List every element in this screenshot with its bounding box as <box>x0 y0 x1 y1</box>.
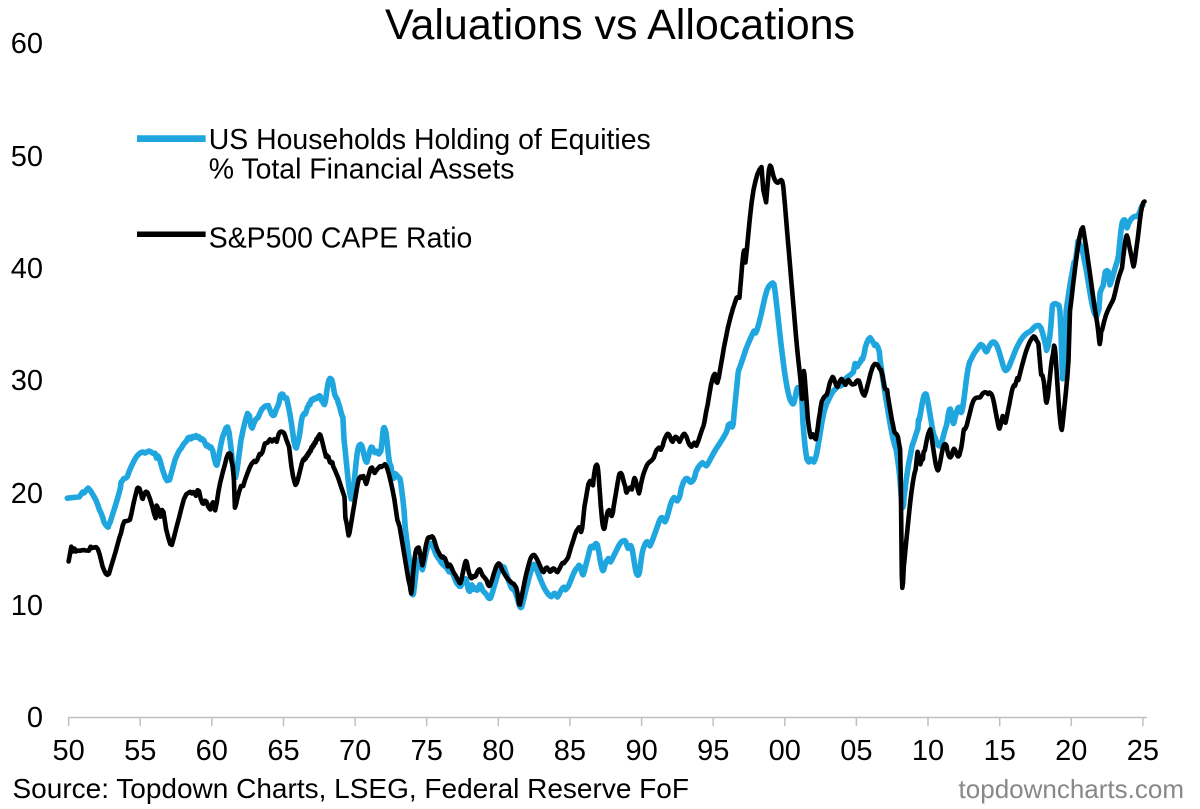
svg-text:05: 05 <box>840 735 872 767</box>
svg-text:Valuations vs Allocations: Valuations vs Allocations <box>385 1 855 49</box>
svg-text:50: 50 <box>52 735 84 767</box>
svg-text:15: 15 <box>984 735 1016 767</box>
svg-text:65: 65 <box>267 735 299 767</box>
svg-text:50: 50 <box>11 141 43 173</box>
svg-text:70: 70 <box>339 735 371 767</box>
svg-text:75: 75 <box>411 735 443 767</box>
svg-text:Source: Topdown Charts, LSEG,: Source: Topdown Charts, LSEG, Federal Re… <box>13 773 689 804</box>
svg-text:95: 95 <box>697 735 729 767</box>
svg-text:10: 10 <box>11 590 43 622</box>
svg-text:20: 20 <box>11 478 43 510</box>
svg-text:% Total Financial Assets: % Total Financial Assets <box>209 154 515 186</box>
svg-text:30: 30 <box>11 365 43 397</box>
svg-text:90: 90 <box>625 735 657 767</box>
svg-text:0: 0 <box>27 702 43 734</box>
svg-text:60: 60 <box>196 735 228 767</box>
svg-text:topdowncharts.com: topdowncharts.com <box>959 774 1184 804</box>
svg-text:US Households Holding of Equit: US Households Holding of Equities <box>209 124 651 156</box>
svg-text:10: 10 <box>912 735 944 767</box>
svg-text:00: 00 <box>769 735 801 767</box>
svg-text:25: 25 <box>1127 735 1159 767</box>
svg-text:20: 20 <box>1055 735 1087 767</box>
svg-text:60: 60 <box>11 28 43 60</box>
svg-text:S&P500 CAPE Ratio: S&P500 CAPE Ratio <box>209 223 473 255</box>
svg-text:80: 80 <box>482 735 514 767</box>
svg-text:40: 40 <box>11 253 43 285</box>
svg-text:55: 55 <box>124 735 156 767</box>
svg-text:85: 85 <box>554 735 586 767</box>
